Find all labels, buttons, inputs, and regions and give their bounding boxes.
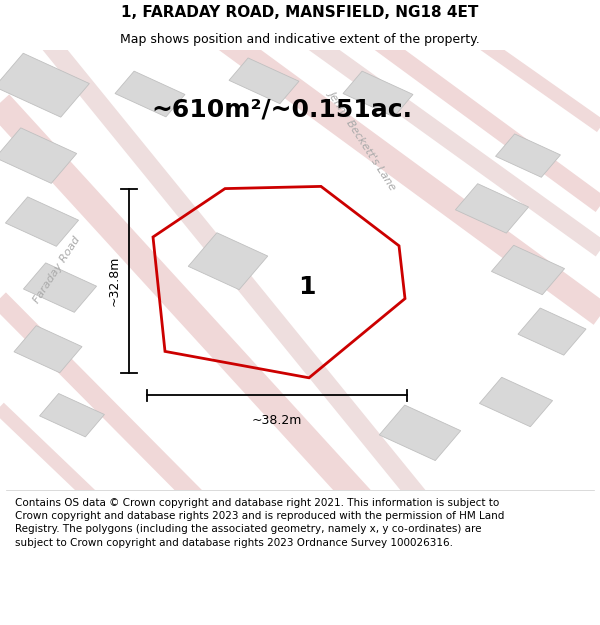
Text: Map shows position and indicative extent of the property.: Map shows position and indicative extent… [120,32,480,46]
Polygon shape [455,184,529,233]
Polygon shape [188,232,268,289]
Text: 1: 1 [298,275,315,299]
Polygon shape [379,405,461,461]
Polygon shape [479,378,553,427]
Polygon shape [496,134,560,178]
Text: ~610m²/~0.151ac.: ~610m²/~0.151ac. [151,98,413,121]
Text: ~32.8m: ~32.8m [107,256,121,306]
Text: ~38.2m: ~38.2m [252,414,302,427]
Polygon shape [0,128,77,183]
Polygon shape [23,263,97,312]
Polygon shape [0,53,89,117]
Text: Faraday Road: Faraday Road [32,235,82,305]
Text: 1, FARADAY ROAD, MANSFIELD, NG18 4ET: 1, FARADAY ROAD, MANSFIELD, NG18 4ET [121,5,479,20]
Polygon shape [115,71,185,117]
Polygon shape [491,245,565,295]
Polygon shape [343,71,413,117]
Polygon shape [5,197,79,246]
Text: Jenny Beckett's Lane: Jenny Beckett's Lane [327,89,399,192]
Text: Contains OS data © Crown copyright and database right 2021. This information is : Contains OS data © Crown copyright and d… [15,498,505,548]
Polygon shape [518,308,586,355]
Polygon shape [14,326,82,372]
Polygon shape [40,394,104,437]
Polygon shape [229,58,299,104]
